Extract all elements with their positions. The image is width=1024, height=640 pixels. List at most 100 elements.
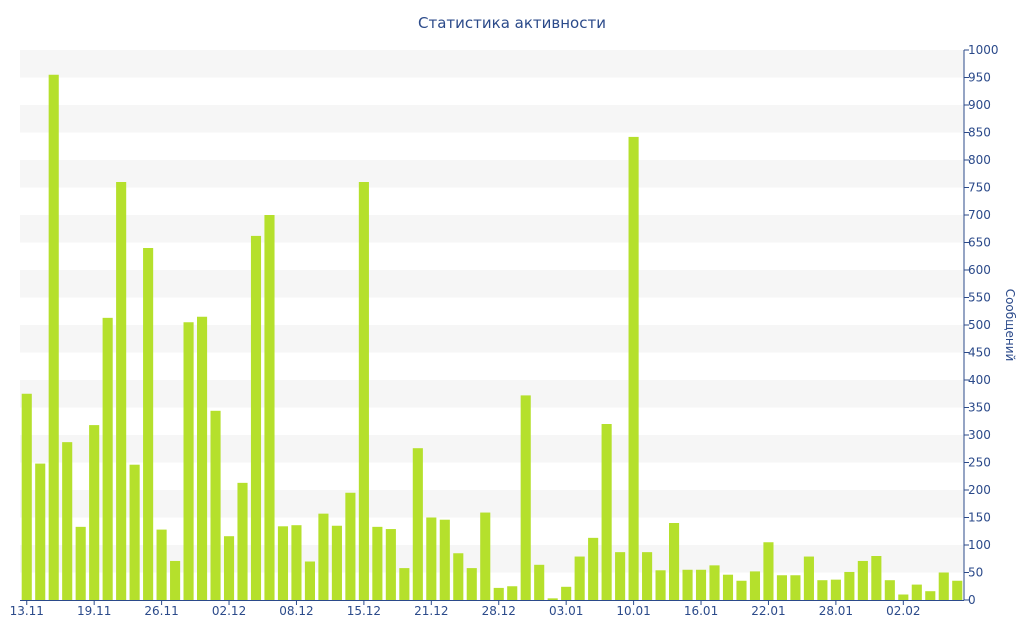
y-tick-label: 400 xyxy=(968,373,991,387)
bar xyxy=(655,570,666,600)
bar xyxy=(331,525,342,600)
bar xyxy=(722,574,734,600)
grid-band xyxy=(20,160,964,188)
y-tick-label: 50 xyxy=(968,566,983,580)
bar xyxy=(453,553,464,600)
grid-band xyxy=(20,105,964,133)
bar xyxy=(48,74,59,600)
x-tick-label: 10.01 xyxy=(616,604,650,618)
bar xyxy=(170,560,181,600)
bar xyxy=(318,513,329,600)
y-tick-label: 600 xyxy=(968,263,991,277)
y-tick-label: 350 xyxy=(968,401,991,415)
grid-band xyxy=(20,380,964,408)
bar xyxy=(884,580,895,600)
bar xyxy=(89,425,100,600)
bar xyxy=(129,464,140,600)
x-tick-label: 19.11 xyxy=(77,604,111,618)
bar xyxy=(776,575,787,600)
y-tick-label: 750 xyxy=(968,181,991,195)
bar xyxy=(817,580,828,600)
bar xyxy=(520,395,531,600)
bar xyxy=(669,523,680,600)
bar xyxy=(601,424,612,600)
bar xyxy=(682,569,693,600)
bar xyxy=(345,492,356,600)
bar xyxy=(642,552,653,600)
bar xyxy=(385,529,396,600)
bar xyxy=(493,587,504,600)
bar xyxy=(116,182,127,600)
x-tick-label: 02.02 xyxy=(886,604,920,618)
bar xyxy=(925,591,936,600)
bar xyxy=(871,556,882,600)
bar xyxy=(399,568,410,600)
bar xyxy=(439,519,450,600)
bar xyxy=(749,571,761,600)
x-tick-label: 26.11 xyxy=(144,604,178,618)
bar xyxy=(857,560,868,600)
x-tick-label: 28.12 xyxy=(482,604,516,618)
y-axis-label: Сообщений xyxy=(1003,289,1017,362)
bar xyxy=(615,552,626,600)
grid-band xyxy=(20,50,964,78)
grid-band xyxy=(20,270,964,298)
bar xyxy=(547,598,558,600)
y-tick-label: 550 xyxy=(968,291,991,305)
y-tick-label: 700 xyxy=(968,208,991,222)
bar xyxy=(763,542,774,600)
bar xyxy=(75,526,86,600)
bar xyxy=(844,571,855,600)
grid-band xyxy=(20,490,964,518)
bar xyxy=(358,182,369,600)
bar xyxy=(156,529,167,600)
bar xyxy=(223,536,235,600)
bar xyxy=(507,586,518,600)
grid-band xyxy=(20,435,964,463)
bar xyxy=(35,463,46,600)
y-tick-label: 500 xyxy=(968,318,991,332)
y-tick-label: 900 xyxy=(968,98,991,112)
y-tick-label: 100 xyxy=(968,538,991,552)
bar xyxy=(534,564,545,600)
y-tick-label: 1000 xyxy=(968,43,999,57)
bar xyxy=(143,248,154,600)
bars-group xyxy=(21,74,963,600)
bar xyxy=(803,556,814,600)
bar xyxy=(628,136,639,600)
y-tick-label: 150 xyxy=(968,511,991,525)
bar xyxy=(588,537,599,600)
bar xyxy=(952,580,963,600)
y-tick-label: 950 xyxy=(968,71,991,85)
bar xyxy=(480,512,491,600)
bar xyxy=(62,442,73,600)
y-tick-label: 250 xyxy=(968,456,991,470)
x-tick-label: 28.01 xyxy=(819,604,853,618)
grid-band xyxy=(20,325,964,353)
x-tick-label: 08.12 xyxy=(279,604,313,618)
y-tick-label: 300 xyxy=(968,428,991,442)
bar xyxy=(250,235,262,600)
x-tick-label: 21.12 xyxy=(414,604,448,618)
bar xyxy=(830,579,841,600)
bar xyxy=(412,448,423,600)
y-tick-label: 850 xyxy=(968,126,991,140)
bar xyxy=(264,215,275,600)
bar xyxy=(898,594,909,600)
bar xyxy=(466,568,477,600)
x-tick-label: 13.11 xyxy=(10,604,44,618)
bar xyxy=(911,584,922,600)
x-tick-label: 22.01 xyxy=(751,604,785,618)
y-tick-label: 200 xyxy=(968,483,991,497)
bar xyxy=(695,569,707,600)
grid-band xyxy=(20,215,964,243)
bar xyxy=(574,556,585,600)
y-tick-label: 0 xyxy=(968,593,976,607)
bar xyxy=(102,317,113,600)
bar xyxy=(237,482,248,600)
x-tick-label: 03.01 xyxy=(549,604,583,618)
bar xyxy=(561,586,572,600)
y-axis: 0 50 100 150 200 250 300 350 400 450 500 550 600 650 7… xyxy=(963,43,999,607)
